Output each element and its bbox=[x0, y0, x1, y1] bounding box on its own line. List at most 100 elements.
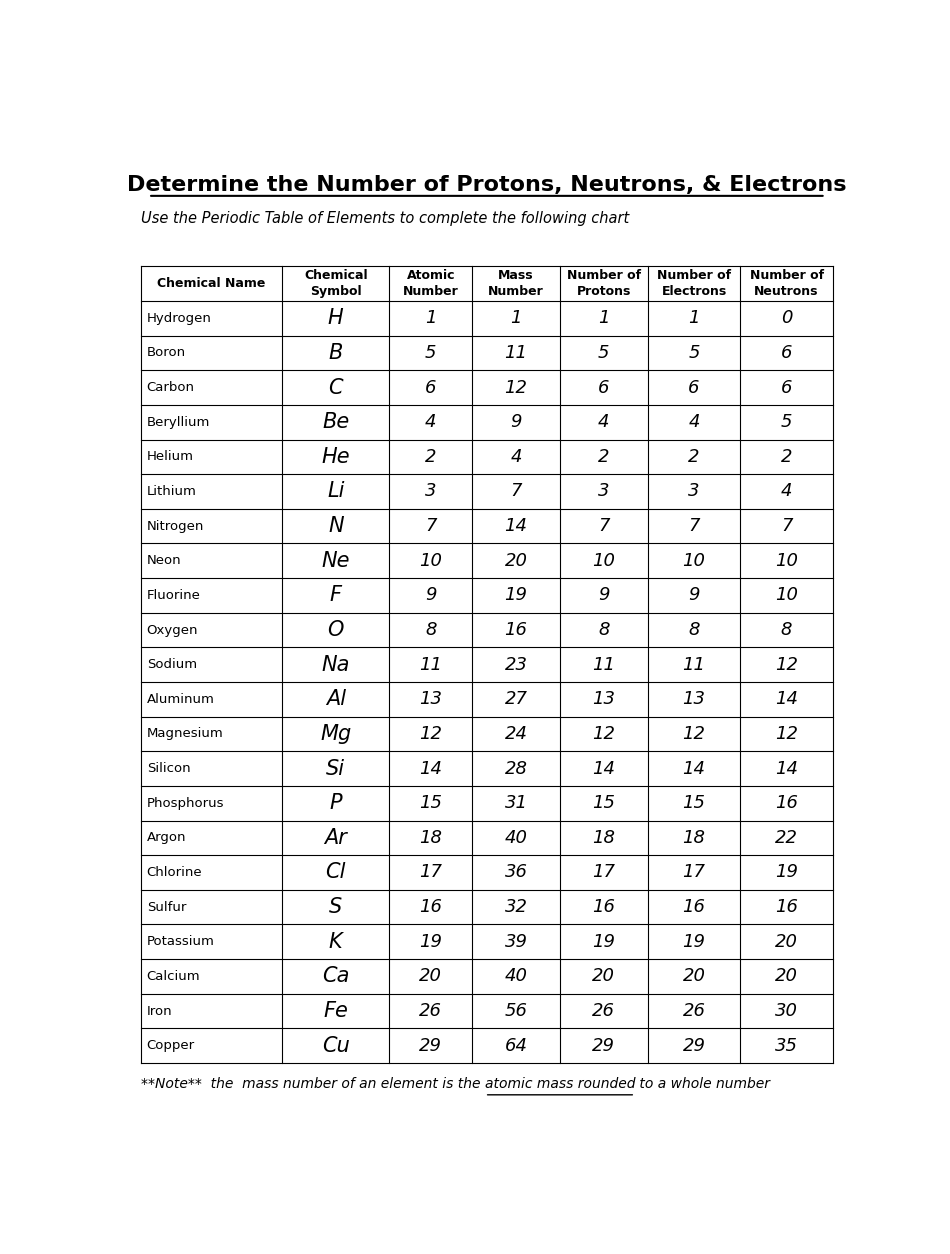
Text: 14: 14 bbox=[682, 760, 706, 777]
Text: 12: 12 bbox=[682, 725, 706, 742]
Text: 12: 12 bbox=[775, 725, 798, 742]
Text: Neon: Neon bbox=[146, 554, 181, 567]
Text: 8: 8 bbox=[425, 621, 437, 640]
Text: Ar: Ar bbox=[324, 828, 348, 848]
Text: Magnesium: Magnesium bbox=[146, 727, 223, 740]
Text: 11: 11 bbox=[682, 656, 706, 673]
Text: Beryllium: Beryllium bbox=[146, 416, 210, 429]
Text: 4: 4 bbox=[688, 414, 700, 431]
Text: Number of
Protons: Number of Protons bbox=[567, 270, 641, 298]
Text: 17: 17 bbox=[682, 864, 706, 882]
Text: 7: 7 bbox=[781, 517, 792, 535]
Text: Hydrogen: Hydrogen bbox=[146, 312, 212, 325]
Text: Chemical Name: Chemical Name bbox=[158, 277, 266, 290]
Text: F: F bbox=[330, 586, 342, 606]
Text: 9: 9 bbox=[688, 587, 700, 604]
Text: 4: 4 bbox=[781, 483, 792, 500]
Text: 11: 11 bbox=[593, 656, 616, 673]
Text: 15: 15 bbox=[682, 794, 706, 813]
Text: Number of
Electrons: Number of Electrons bbox=[657, 270, 732, 298]
Text: 11: 11 bbox=[419, 656, 443, 673]
Text: P: P bbox=[330, 794, 342, 813]
Text: S: S bbox=[329, 897, 342, 917]
Text: Ca: Ca bbox=[322, 967, 350, 987]
Text: 15: 15 bbox=[593, 794, 616, 813]
Text: to a whole number: to a whole number bbox=[636, 1077, 770, 1091]
Text: Copper: Copper bbox=[146, 1040, 195, 1052]
Text: 29: 29 bbox=[682, 1037, 706, 1055]
Text: 9: 9 bbox=[425, 587, 437, 604]
Text: atomic mass rounded: atomic mass rounded bbox=[484, 1077, 636, 1091]
Text: 16: 16 bbox=[593, 898, 616, 917]
Text: Cu: Cu bbox=[322, 1036, 350, 1056]
Text: 1: 1 bbox=[425, 310, 437, 327]
Text: 12: 12 bbox=[504, 379, 527, 396]
Text: 17: 17 bbox=[419, 864, 443, 882]
Text: Sodium: Sodium bbox=[146, 658, 197, 671]
Text: 3: 3 bbox=[425, 483, 437, 500]
Text: 20: 20 bbox=[504, 552, 527, 569]
Text: 24: 24 bbox=[504, 725, 527, 742]
Text: 31: 31 bbox=[504, 794, 527, 813]
Text: 28: 28 bbox=[504, 760, 527, 777]
Text: 26: 26 bbox=[682, 1002, 706, 1020]
Text: 10: 10 bbox=[419, 552, 443, 569]
Text: 23: 23 bbox=[504, 656, 527, 673]
Text: 30: 30 bbox=[775, 1002, 798, 1020]
Text: 16: 16 bbox=[419, 898, 443, 917]
Text: 19: 19 bbox=[593, 933, 616, 951]
Text: 20: 20 bbox=[419, 967, 443, 986]
Text: Lithium: Lithium bbox=[146, 485, 197, 498]
Text: 1: 1 bbox=[598, 310, 610, 327]
Text: K: K bbox=[329, 932, 343, 952]
Text: 4: 4 bbox=[510, 448, 522, 465]
Text: 22: 22 bbox=[775, 829, 798, 846]
Text: Number of
Neutrons: Number of Neutrons bbox=[750, 270, 824, 298]
Text: Carbon: Carbon bbox=[146, 381, 195, 394]
Text: 7: 7 bbox=[425, 517, 437, 535]
Text: 10: 10 bbox=[775, 552, 798, 569]
Text: 9: 9 bbox=[510, 414, 522, 431]
Text: 8: 8 bbox=[688, 621, 700, 640]
Text: 18: 18 bbox=[682, 829, 706, 846]
Text: Helium: Helium bbox=[146, 450, 194, 463]
Text: 6: 6 bbox=[781, 379, 792, 396]
Text: 2: 2 bbox=[598, 448, 610, 465]
Text: 10: 10 bbox=[593, 552, 616, 569]
Text: Si: Si bbox=[326, 759, 345, 779]
Text: Cl: Cl bbox=[326, 863, 346, 883]
Text: 19: 19 bbox=[775, 864, 798, 882]
Text: 15: 15 bbox=[419, 794, 443, 813]
Text: 1: 1 bbox=[688, 310, 700, 327]
Text: 16: 16 bbox=[682, 898, 706, 917]
Text: 6: 6 bbox=[781, 344, 792, 362]
Text: Argon: Argon bbox=[146, 831, 186, 844]
Text: Al: Al bbox=[326, 690, 346, 710]
Text: Ne: Ne bbox=[321, 551, 350, 571]
Text: Calcium: Calcium bbox=[146, 969, 200, 983]
Text: 6: 6 bbox=[598, 379, 610, 396]
Text: 18: 18 bbox=[593, 829, 616, 846]
Text: 16: 16 bbox=[775, 794, 798, 813]
Text: 26: 26 bbox=[593, 1002, 616, 1020]
Text: 35: 35 bbox=[775, 1037, 798, 1055]
Text: Atomic
Number: Atomic Number bbox=[403, 270, 459, 298]
Text: 18: 18 bbox=[419, 829, 443, 846]
Text: 29: 29 bbox=[419, 1037, 443, 1055]
Text: Be: Be bbox=[322, 413, 350, 433]
Text: 40: 40 bbox=[504, 829, 527, 846]
Text: Nitrogen: Nitrogen bbox=[146, 519, 204, 533]
Text: 17: 17 bbox=[593, 864, 616, 882]
Text: Determine the Number of Protons, Neutrons, & Electrons: Determine the Number of Protons, Neutron… bbox=[127, 174, 846, 194]
Text: 5: 5 bbox=[688, 344, 700, 362]
Text: Mg: Mg bbox=[320, 724, 352, 744]
Text: 64: 64 bbox=[504, 1037, 527, 1055]
Text: 2: 2 bbox=[688, 448, 700, 465]
Text: 13: 13 bbox=[682, 690, 706, 709]
Text: 20: 20 bbox=[775, 933, 798, 951]
Text: 5: 5 bbox=[781, 414, 792, 431]
Text: 6: 6 bbox=[425, 379, 437, 396]
Text: 10: 10 bbox=[775, 587, 798, 604]
Text: Chlorine: Chlorine bbox=[146, 867, 202, 879]
Text: 19: 19 bbox=[504, 587, 527, 604]
